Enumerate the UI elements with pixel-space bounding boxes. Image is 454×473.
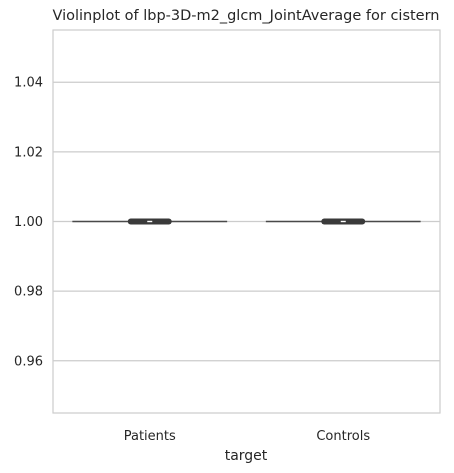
x-tick-label-patients: Patients bbox=[124, 429, 176, 444]
x-axis-label: target bbox=[225, 448, 268, 464]
y-tick-label: 1.04 bbox=[14, 76, 43, 91]
chart-title: Violinplot of lbp-3D-m2_glcm_JointAverag… bbox=[52, 8, 439, 24]
x-tick-label-controls: Controls bbox=[316, 429, 370, 444]
y-tick-labels: 0.96 0.98 1.00 1.02 1.04 bbox=[14, 76, 43, 370]
y-tick-label: 0.96 bbox=[14, 354, 43, 369]
y-tick-label: 1.02 bbox=[14, 145, 43, 160]
y-tick-label: 1.00 bbox=[14, 215, 43, 230]
x-tick-labels: Patients Controls bbox=[124, 429, 371, 444]
y-tick-label: 0.98 bbox=[14, 285, 43, 300]
